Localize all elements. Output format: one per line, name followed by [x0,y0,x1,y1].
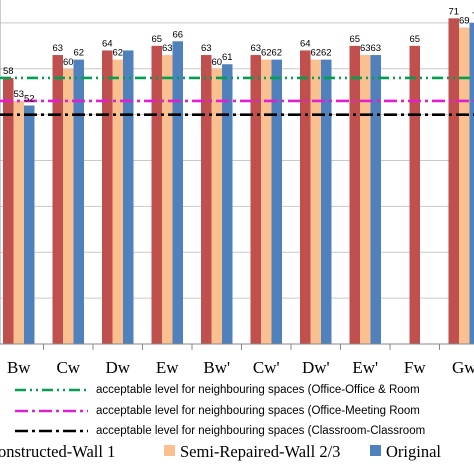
bar [409,45,420,344]
data-label: 65 [349,34,360,45]
data-label: 64 [300,38,311,49]
data-label: 60 [63,57,74,68]
legend: acceptable level for neighbouring spaces… [0,384,441,461]
data-label: 63 [250,43,261,54]
bar [310,59,321,344]
x-tick-label: Ew' [352,358,378,377]
x-axis: Bw Cw Dw Ew Bw' Cw' Dw' Ew' Fw Gw [0,343,474,377]
legend-label: Original [386,442,441,461]
data-label: 65 [409,34,420,45]
data-label: 52 [24,93,35,104]
legend-label: acceptable level for neighbouring spaces… [96,384,420,396]
data-label: 64 [102,38,113,49]
bar [13,100,24,344]
bar [151,45,162,344]
x-tick-label: Cw' [253,358,280,377]
x-tick-label: Fw [404,358,426,377]
bar [261,59,272,344]
bars [3,18,474,345]
data-label: 62 [310,48,321,59]
bar [102,50,113,344]
data-label: 62 [112,48,123,59]
x-tick-label: Dw' [302,358,330,377]
x-tick-label: Dw [105,358,130,377]
bar [3,77,14,345]
data-label: 66 [172,29,183,40]
data-label: 61 [222,52,233,63]
x-tick-label: Bw [7,358,31,377]
legend-swatch [370,445,381,456]
bar [172,41,183,344]
legend-label: onstructed-Wall 1 [0,442,115,461]
data-label: 53 [13,89,24,100]
bar [211,68,222,345]
x-tick-label: Ew [156,358,179,377]
bar [201,55,212,344]
bar [52,55,63,344]
bar [73,59,84,344]
legend-label: acceptable level for neighbouring spaces… [96,425,425,437]
x-tick-label: Cw [56,358,80,377]
reference-lines [0,76,474,116]
bar [370,55,381,344]
data-label: 63 [360,43,371,54]
data-label: 65 [151,34,162,45]
bar [250,55,261,344]
bar [63,68,74,345]
data-label: 63 [370,43,381,54]
bar [123,50,134,344]
bar [459,27,470,345]
bar [222,64,233,345]
bar [360,55,371,344]
legend-label: Semi-Repaired-Wall 2/3 [180,442,340,461]
bar [321,59,332,344]
bar [271,59,282,344]
data-label: 69 [459,16,470,27]
legend-label: acceptable level for neighbouring spaces… [96,405,420,417]
data-label: 63 [201,43,212,54]
bar [300,50,311,344]
bar [349,45,360,344]
data-label: 63 [162,43,173,54]
bar [24,105,35,344]
x-tick-label: Gw [452,358,474,377]
data-label: 7 [472,11,474,22]
data-label: 62 [321,48,332,59]
bar [448,18,459,344]
data-label: 71 [448,6,459,17]
data-label: 60 [211,57,222,68]
data-label: 62 [73,48,84,59]
x-tick-label: Bw' [203,358,230,377]
bar [162,55,173,344]
bar [112,59,123,344]
data-label: 58 [3,66,14,77]
data-label: 62 [261,48,272,59]
data-label: 63 [52,43,63,54]
data-label: 62 [271,48,282,59]
bar [469,22,474,345]
legend-swatch [164,445,175,456]
